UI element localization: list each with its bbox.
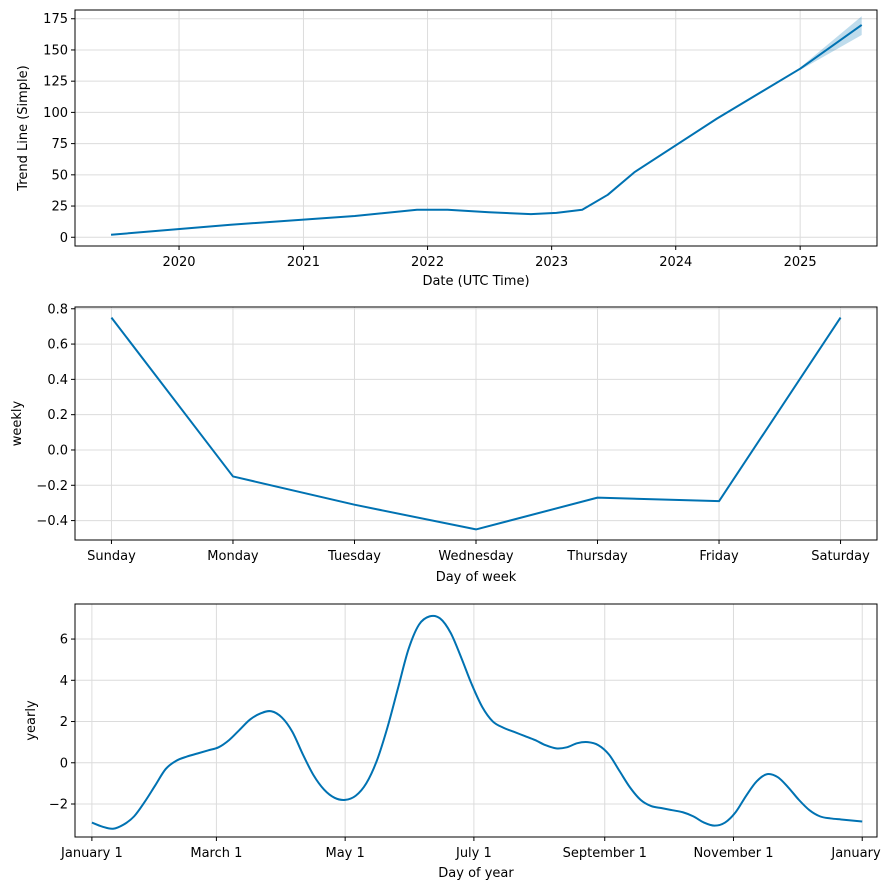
x-tick-label: Monday <box>207 549 259 564</box>
yearly-x-axis-label: Day of year <box>438 866 514 881</box>
x-tick-label: Friday <box>699 549 739 564</box>
y-tick-label: 2 <box>60 715 68 730</box>
x-tick-label: 2024 <box>659 255 692 270</box>
weekly-panel: Sunday Monday Tuesday Wednesday Thursday Frid… <box>10 302 878 585</box>
y-tick-label: 75 <box>51 137 68 152</box>
y-tick-label: 175 <box>43 12 68 27</box>
x-tick-label: Tuesday <box>327 549 381 564</box>
yearly-panel: January 1 March 1 May 1 July 1 September 1 No… <box>24 603 886 881</box>
x-tick-label: 2022 <box>411 255 444 270</box>
x-tick-label: 2023 <box>535 255 568 270</box>
x-tick-label: 2021 <box>287 255 320 270</box>
y-tick-label: −0.4 <box>36 514 68 529</box>
weekly-line <box>110 316 842 531</box>
weekly-x-axis-label: Day of week <box>436 570 517 585</box>
x-tick-label: Saturday <box>811 549 870 564</box>
y-tick-label: 50 <box>51 168 68 183</box>
y-tick-label: 0.8 <box>47 302 68 317</box>
y-tick-label: 6 <box>60 633 68 648</box>
x-tick-label: Sunday <box>87 549 136 564</box>
x-tick-label: March 1 <box>190 846 242 861</box>
yearly-axes-frame <box>74 603 878 838</box>
x-tick-label: Thursday <box>566 549 628 564</box>
weekly-y-axis-label: weekly <box>10 400 25 446</box>
x-tick-label: November 1 <box>693 846 773 861</box>
x-tick-label: 2020 <box>162 255 195 270</box>
trend-axes-frame <box>74 9 878 247</box>
trend-y-axis-label: Trend Line (Simple) <box>16 65 31 191</box>
x-tick-label: September 1 <box>563 846 647 861</box>
x-tick-label: July 1 <box>455 846 492 861</box>
y-tick-label: 150 <box>43 43 68 58</box>
x-tick-label: Wednesday <box>438 549 514 564</box>
y-tick-label: 4 <box>60 674 68 689</box>
y-tick-label: 0.0 <box>47 443 68 458</box>
y-tick-label: 0.6 <box>47 338 68 353</box>
trend-x-axis-label: Date (UTC Time) <box>422 274 529 289</box>
y-tick-label: 125 <box>43 75 68 90</box>
y-tick-label: 0.2 <box>47 408 68 423</box>
y-tick-label: 25 <box>51 200 68 215</box>
y-tick-label: −0.2 <box>36 479 68 494</box>
x-tick-label: May 1 <box>326 846 365 861</box>
y-tick-label: 0 <box>60 756 68 771</box>
x-tick-label: 2025 <box>784 255 817 270</box>
yearly-line <box>91 614 863 830</box>
trend-line <box>110 24 863 236</box>
trend-uncertainty-band <box>800 16 862 70</box>
y-tick-label: 0 <box>60 231 68 246</box>
y-tick-label: −2 <box>49 798 68 813</box>
y-tick-label: 100 <box>43 106 68 121</box>
x-tick-label: January 1 <box>830 846 886 861</box>
x-tick-label: January 1 <box>60 846 123 861</box>
yearly-y-axis-label: yearly <box>24 700 39 741</box>
trend-panel: 2020 2021 2022 2023 2024 2025 0 25 50 75 100 125 150… <box>16 9 878 289</box>
y-tick-label: 0.4 <box>47 373 68 388</box>
